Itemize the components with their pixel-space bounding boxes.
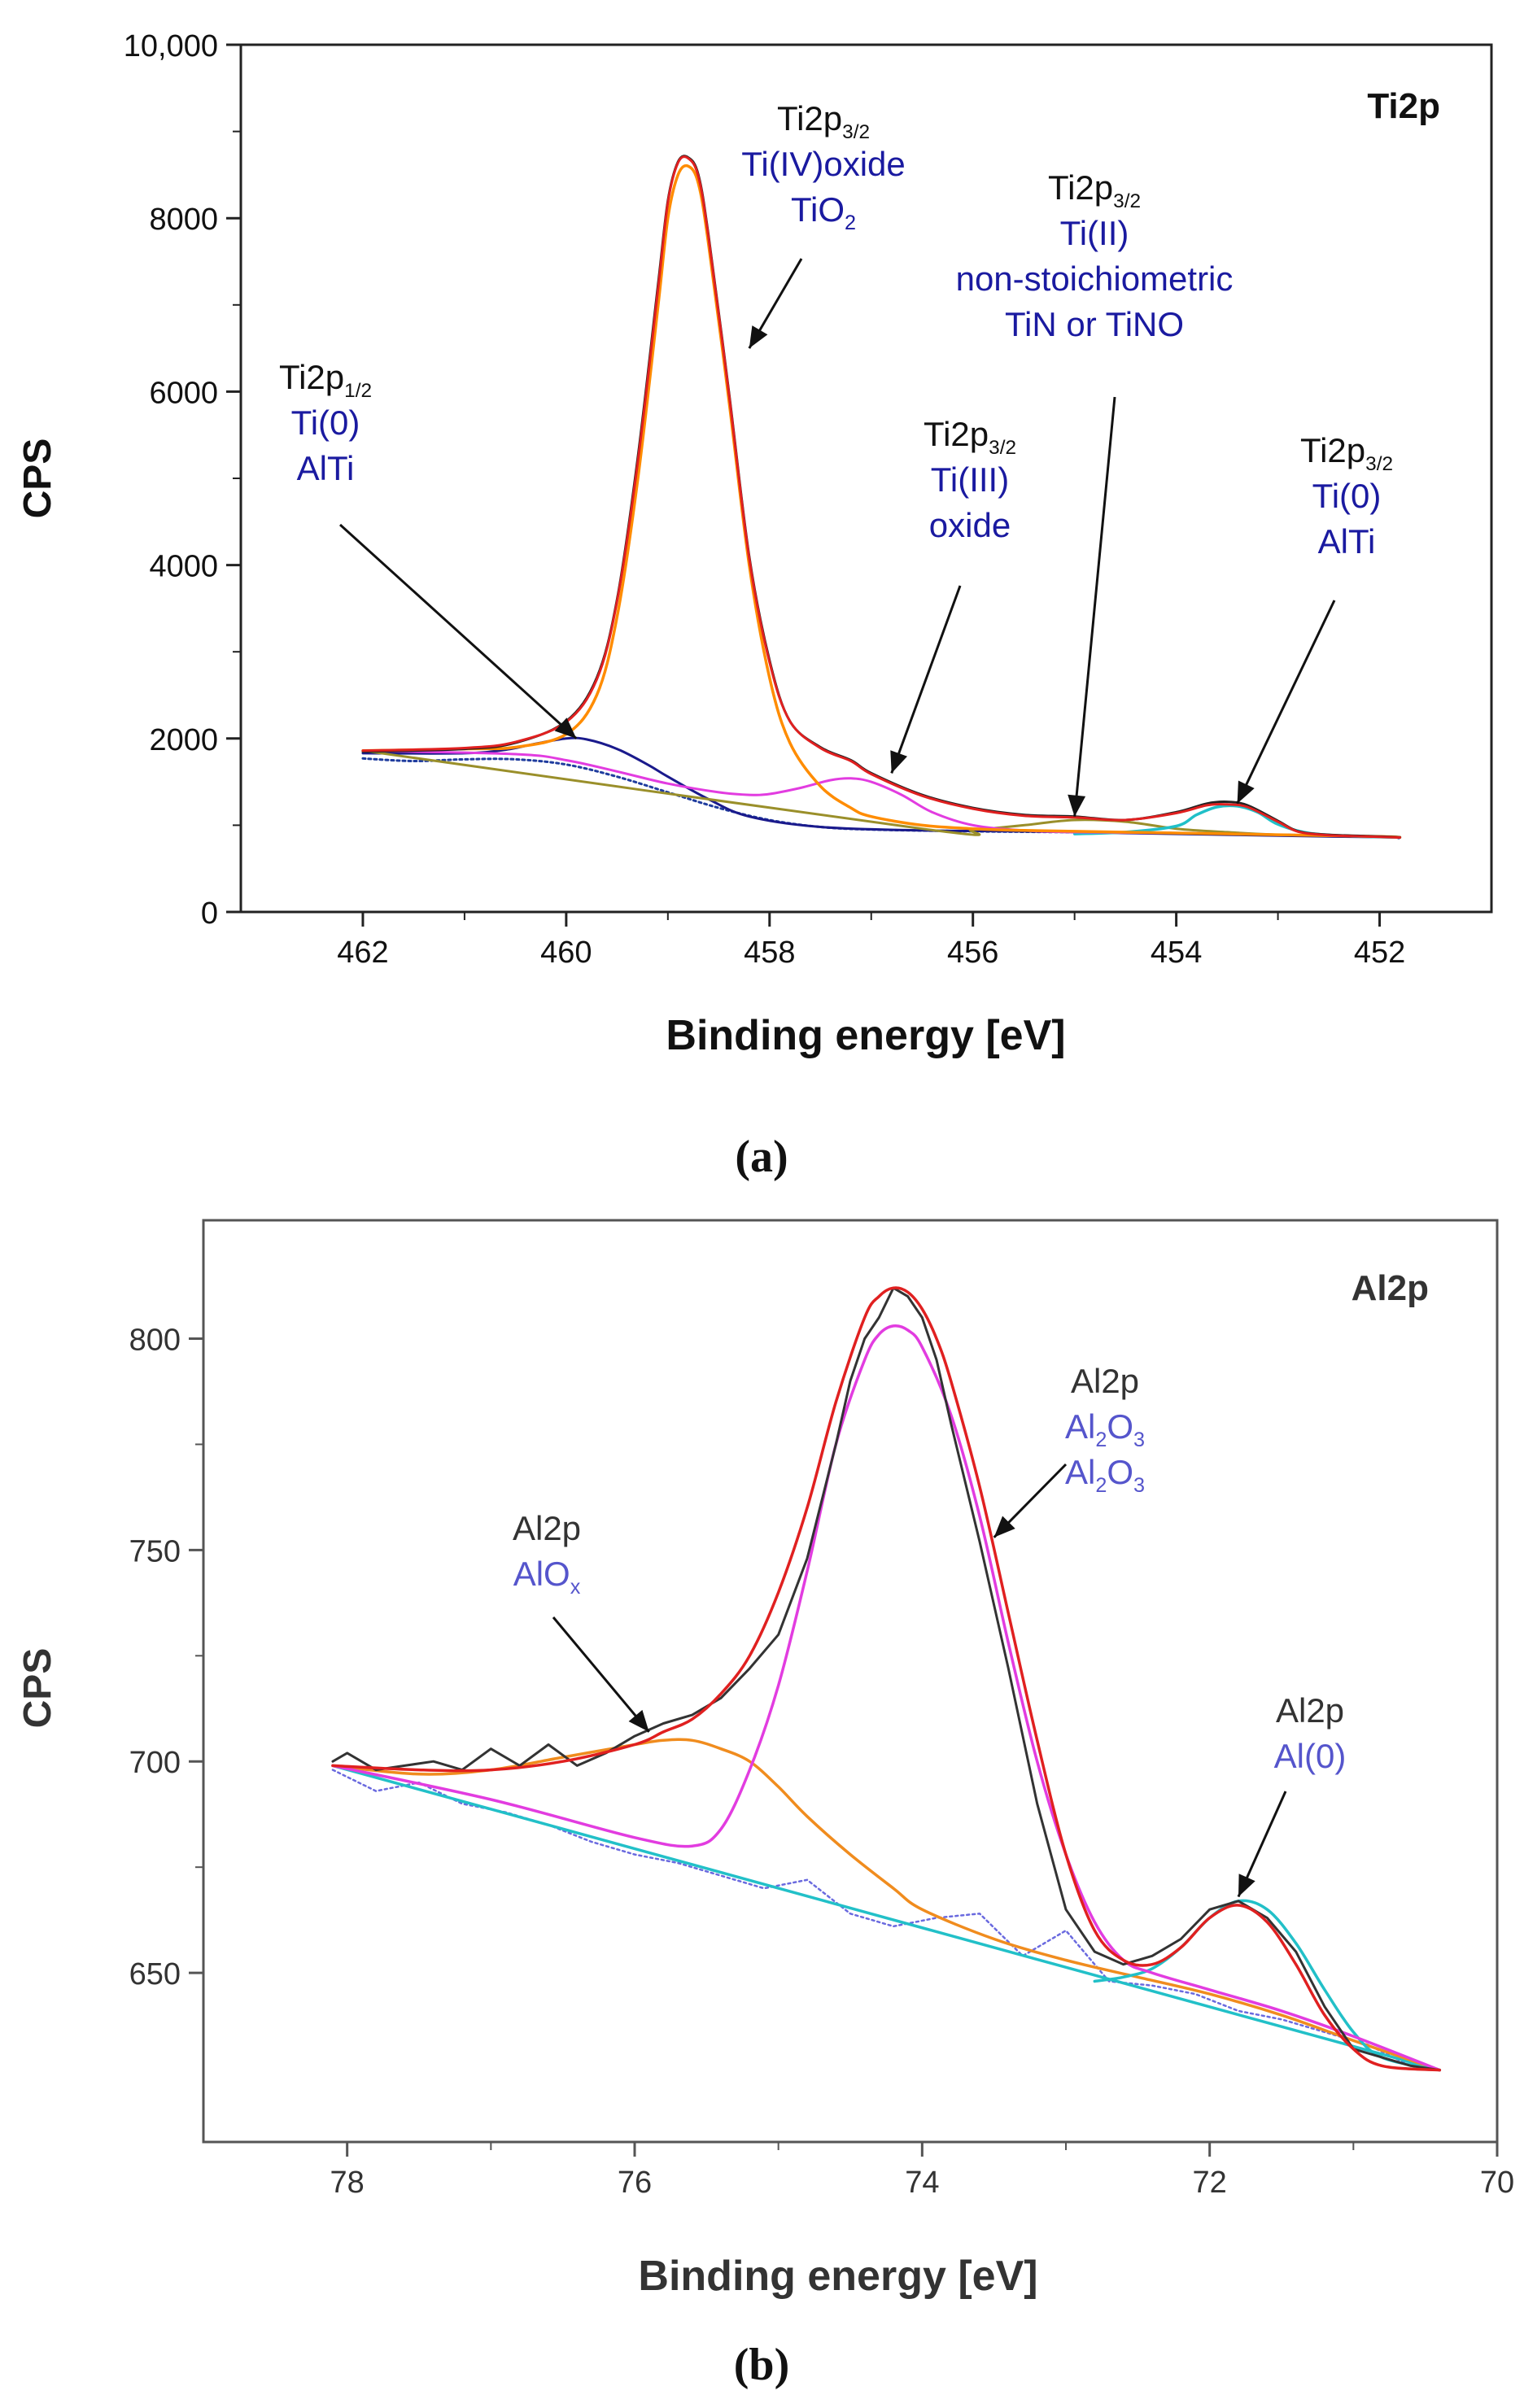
annotation-title: Ti2p3/2 <box>1300 431 1393 475</box>
b-series-envelope <box>331 1286 1442 2072</box>
x-tick-label: 460 <box>540 936 592 970</box>
x-tick-label: 76 <box>618 2166 652 2200</box>
arrow-alox-head <box>628 1709 649 1732</box>
x-tick-label: 456 <box>947 936 998 970</box>
panel-a-y-ticks: 0 2000 4000 6000 8000 10,000 <box>124 29 241 931</box>
panel-a-x-label: Binding energy [eV] <box>666 1012 1065 1059</box>
annotation-line: Al2O3 <box>1065 1407 1145 1451</box>
panel-b-x-label: Binding energy [eV] <box>638 2253 1037 2300</box>
arrow-tio2-head <box>749 325 768 349</box>
x-tick-label: 454 <box>1151 936 1202 970</box>
arrow-ti0-3-2 <box>1236 600 1336 805</box>
y-tick-label: 750 <box>129 1534 181 1568</box>
y-tick-label: 10,000 <box>124 29 218 63</box>
panel-b-frame <box>202 1219 1499 2144</box>
b-series-alox <box>331 1738 1442 2072</box>
y-tick-label: 800 <box>129 1324 181 1358</box>
annotation-title: Ti2p3/2 <box>1048 168 1141 212</box>
y-tick-label: 4000 <box>149 550 218 584</box>
annotation-line: AlTi <box>1318 522 1376 561</box>
panel-a-series <box>361 155 1402 840</box>
y-tick-label: 700 <box>129 1746 181 1780</box>
arrow-tiII-head <box>1068 794 1086 817</box>
y-tick-label: 0 <box>201 896 218 931</box>
x-tick-label: 78 <box>330 2166 365 2200</box>
x-tick-label: 462 <box>337 936 388 970</box>
arrow-al0-head <box>1238 1874 1255 1897</box>
annotation-line: TiN or TiNO <box>1005 305 1184 343</box>
panel-a-title: Ti2p <box>1367 86 1440 126</box>
annotation-line: Al(0) <box>1274 1737 1347 1775</box>
panel-b-y-ticks: 650 700 750 800 <box>129 1324 203 1991</box>
x-tick-label: 74 <box>905 2166 939 2200</box>
annotation-line: TiO2 <box>791 190 856 234</box>
annotation-title: Al2p <box>1071 1362 1139 1400</box>
annotation-line: non-stoichiometric <box>956 260 1234 298</box>
b-series-measured <box>331 1286 1441 2072</box>
panel-b-y-label: CPS <box>16 1648 59 1729</box>
annotation-line: Ti(II) <box>1060 214 1129 252</box>
y-tick-label: 2000 <box>149 723 218 757</box>
annotation-line: Ti(III) <box>931 460 1009 499</box>
annotation-line: Ti(0) <box>1312 477 1382 515</box>
b-series-background <box>331 1764 1442 2072</box>
panel-b-x-ticks: 78 76 74 72 70 <box>330 2142 1514 2200</box>
panel-a-x-ticks: 462 460 458 456 454 452 <box>337 912 1405 970</box>
arrow-ti0-3-2-head <box>1237 780 1255 804</box>
annotation-line: Ti(0) <box>291 404 360 442</box>
arrow-tiIII-head <box>890 750 907 774</box>
arrow-al2o3-head <box>993 1516 1015 1538</box>
y-tick-label: 8000 <box>149 203 218 237</box>
arrow-ti0-1-2-head <box>554 718 577 739</box>
annotation-line: oxide <box>929 506 1011 544</box>
annotation-title: Ti2p3/2 <box>924 415 1016 459</box>
panel-b-series <box>331 1286 1442 2072</box>
b-series-al2o3 <box>331 1324 1442 2072</box>
x-tick-label: 458 <box>744 936 795 970</box>
annotation-line: AlOx <box>513 1555 581 1599</box>
panel-b-caption: (b) <box>734 2340 789 2390</box>
x-tick-label: 72 <box>1193 2166 1227 2200</box>
arrow-tiII <box>1073 396 1116 817</box>
annotation-line: AlTi <box>297 449 355 487</box>
annotation-title: Al2p <box>513 1509 581 1547</box>
y-tick-label: 6000 <box>149 376 218 410</box>
panel-a-caption: (a) <box>735 1132 788 1182</box>
y-tick-label: 650 <box>129 1957 181 1991</box>
arrow-ti0-1-2 <box>338 523 578 739</box>
panel-b-chart: 650 700 750 800 78 76 74 72 70 Al2p AlOx Al2p Al2O… <box>16 1219 1514 2390</box>
annotation-title: Ti2p1/2 <box>279 358 372 402</box>
annotation-line: Ti(IV)oxide <box>741 145 906 183</box>
annotation-title: Ti2p3/2 <box>777 99 870 143</box>
annotation-title: Al2p <box>1276 1691 1344 1730</box>
arrow-alox <box>552 1616 650 1733</box>
x-tick-label: 70 <box>1480 2166 1514 2200</box>
x-tick-label: 452 <box>1354 936 1405 970</box>
a-series-envelope <box>361 155 1401 839</box>
panel-a-annotations: Ti2p3/2Ti(IV)oxideTiO2Ti2p1/2Ti(0)AlTiTi… <box>279 99 1393 817</box>
annotation-line: Al2O3 <box>1065 1453 1145 1497</box>
panel-a-y-label: CPS <box>16 438 59 519</box>
arrow-tiIII <box>890 585 962 774</box>
panel-b-title: Al2p <box>1352 1268 1429 1308</box>
a-series-background <box>361 757 1401 840</box>
